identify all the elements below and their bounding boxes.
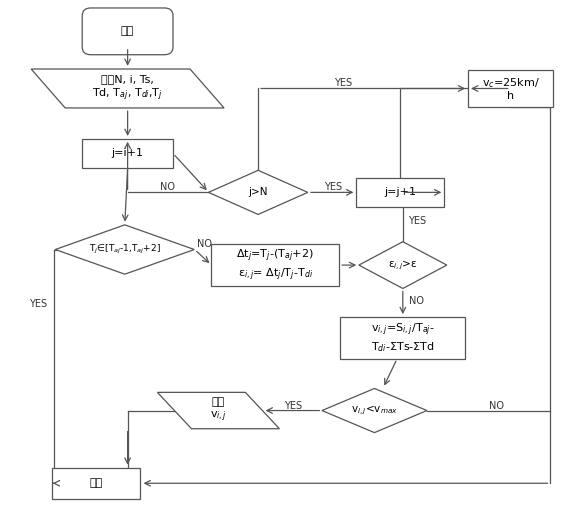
- Polygon shape: [158, 392, 280, 429]
- Text: YES: YES: [324, 182, 342, 192]
- Text: NO: NO: [160, 182, 175, 192]
- Text: 开始: 开始: [121, 26, 134, 36]
- Text: YES: YES: [284, 402, 303, 412]
- FancyBboxPatch shape: [356, 178, 444, 207]
- FancyBboxPatch shape: [340, 317, 465, 359]
- Text: T$_j$∈[T$_{aj}$-1,T$_{aj}$+2]: T$_j$∈[T$_{aj}$-1,T$_{aj}$+2]: [89, 243, 160, 256]
- Text: j=j+1: j=j+1: [384, 187, 416, 197]
- Text: 输入N, i, Ts,
Td, T$_{aj}$, T$_{di}$,T$_j$: 输入N, i, Ts, Td, T$_{aj}$, T$_{di}$,T$_j$: [92, 74, 163, 103]
- FancyBboxPatch shape: [82, 8, 173, 55]
- Polygon shape: [209, 170, 308, 214]
- FancyBboxPatch shape: [52, 468, 140, 499]
- FancyBboxPatch shape: [468, 70, 553, 107]
- Text: 结束: 结束: [90, 478, 103, 488]
- Text: YES: YES: [409, 216, 427, 226]
- Text: 输出
v$_{i,j}$: 输出 v$_{i,j}$: [210, 397, 227, 424]
- FancyBboxPatch shape: [211, 244, 339, 286]
- Polygon shape: [359, 242, 447, 288]
- Text: ε$_{i,j}$>ε: ε$_{i,j}$>ε: [388, 258, 418, 272]
- FancyBboxPatch shape: [82, 139, 173, 167]
- Text: NO: NO: [489, 402, 504, 412]
- Text: v$_{i,j}$=S$_{i,j}$/T$_{aj}$-
T$_{di}$-ΣTs-ΣTd: v$_{i,j}$=S$_{i,j}$/T$_{aj}$- T$_{di}$-Σ…: [371, 322, 435, 354]
- Polygon shape: [322, 388, 427, 433]
- Text: v$_c$=25km/
h: v$_c$=25km/ h: [482, 76, 540, 101]
- Text: Δt$_j$=T$_j$-(T$_{aj}$+2)
ε$_{i,j}$= Δt$_j$/T$_j$-T$_{di}$: Δt$_j$=T$_j$-(T$_{aj}$+2) ε$_{i,j}$= Δt$…: [237, 248, 314, 282]
- Text: NO: NO: [197, 239, 211, 249]
- Text: NO: NO: [409, 297, 423, 307]
- Text: YES: YES: [29, 299, 47, 309]
- Text: YES: YES: [334, 78, 352, 88]
- Text: v$_{i,j}$<v$_{max}$: v$_{i,j}$<v$_{max}$: [351, 404, 398, 417]
- Text: j>N: j>N: [248, 187, 268, 197]
- Polygon shape: [31, 69, 224, 108]
- Text: j=i+1: j=i+1: [112, 149, 144, 159]
- Polygon shape: [55, 225, 194, 274]
